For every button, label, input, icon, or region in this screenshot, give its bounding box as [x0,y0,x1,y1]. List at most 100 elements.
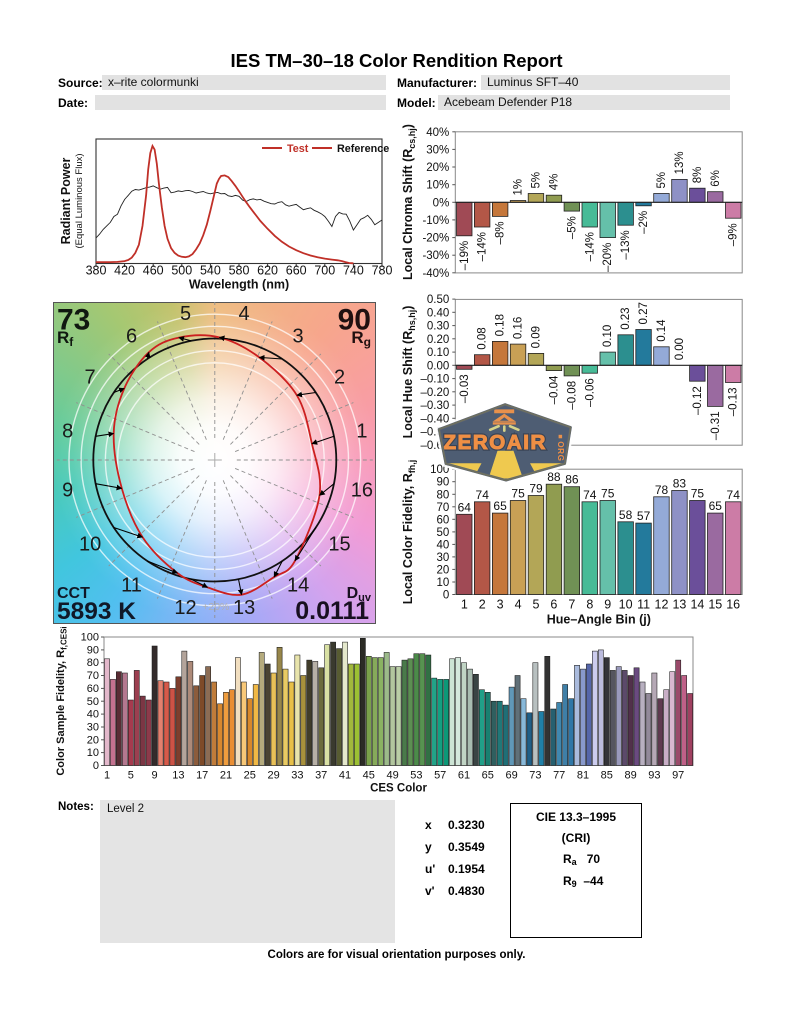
svg-text:0: 0 [93,760,99,772]
svg-text:–0.04: –0.04 [548,375,560,404]
svg-text:0.00: 0.00 [674,338,686,360]
svg-text:13%: 13% [674,151,686,174]
svg-text:–0.40: –0.40 [421,413,450,425]
svg-text:50: 50 [437,527,450,539]
svg-text:10: 10 [619,598,633,612]
svg-text:30: 30 [437,552,450,564]
svg-text:8: 8 [62,421,73,443]
svg-text:0.0111: 0.0111 [295,597,369,625]
svg-text:13: 13 [233,597,255,619]
svg-text:58: 58 [619,508,633,522]
svg-text:660: 660 [286,264,307,278]
svg-text:–0.31: –0.31 [710,411,722,440]
svg-text:9: 9 [62,479,73,501]
svg-text:–0.13: –0.13 [728,388,740,417]
svg-text:30%: 30% [426,144,449,156]
svg-text:0: 0 [443,590,449,602]
svg-text:15: 15 [328,533,350,555]
svg-text:–0.20: –0.20 [421,387,450,399]
svg-text:50: 50 [87,696,99,708]
svg-text:49: 49 [386,770,398,782]
svg-text:69: 69 [505,770,517,782]
svg-text:37: 37 [315,770,327,782]
svg-text:0.10: 0.10 [602,325,614,347]
svg-text:0.10: 0.10 [427,347,449,359]
svg-text:9: 9 [152,770,158,782]
svg-text:0.23: 0.23 [620,307,632,329]
svg-text:0.16: 0.16 [513,317,525,339]
svg-text:16: 16 [351,479,373,501]
svg-text:16: 16 [726,598,740,612]
svg-text:ORG: ORG [556,441,565,461]
svg-text:Local Chroma Shift (Rcs,hj): Local Chroma Shift (Rcs,hj) [401,124,417,280]
svg-text:85: 85 [601,770,613,782]
svg-text:620: 620 [257,264,278,278]
svg-text:10: 10 [87,747,99,759]
svg-text:0.30: 0.30 [427,321,449,333]
svg-text:65: 65 [709,499,723,513]
svg-text:12: 12 [174,597,196,619]
svg-text:CES Color: CES Color [370,783,427,795]
svg-text:65: 65 [482,770,494,782]
svg-text:20: 20 [437,564,450,576]
svg-text:21: 21 [220,770,232,782]
svg-text:1: 1 [104,770,110,782]
svg-text:74: 74 [583,488,597,502]
svg-text:80: 80 [87,657,99,669]
svg-text:70: 70 [87,670,99,682]
svg-text:0.27: 0.27 [638,302,650,324]
svg-text:15: 15 [708,598,722,612]
svg-text:53: 53 [410,770,422,782]
svg-text:5%: 5% [531,172,543,189]
svg-text:–0.08: –0.08 [566,381,578,410]
svg-text:33: 33 [291,770,303,782]
svg-text:90: 90 [87,644,99,656]
svg-text:17: 17 [196,770,208,782]
svg-text:Reference: Reference [337,143,389,155]
svg-text:61: 61 [458,770,470,782]
svg-text:7: 7 [85,367,96,389]
svg-text:4: 4 [239,303,250,325]
svg-text:700: 700 [314,264,335,278]
svg-text:81: 81 [577,770,589,782]
svg-text:420: 420 [114,264,135,278]
svg-text:75: 75 [601,487,615,501]
svg-text:75: 75 [511,487,525,501]
svg-text:–14%: –14% [477,232,489,261]
svg-text:–0.12: –0.12 [692,386,704,415]
svg-text:1: 1 [461,598,468,612]
svg-text:40: 40 [437,539,450,551]
svg-text:40: 40 [87,709,99,721]
svg-text:0.50: 0.50 [427,294,449,306]
svg-text:97: 97 [672,770,684,782]
svg-text:10: 10 [437,577,450,589]
svg-text:–13%: –13% [620,230,632,259]
svg-text:60: 60 [437,514,450,526]
svg-text:-30%: -30% [422,250,449,262]
svg-text:74: 74 [727,488,741,502]
svg-text:14: 14 [690,598,704,612]
svg-text:40%: 40% [426,127,449,139]
svg-text:0.09: 0.09 [531,326,543,348]
svg-text:10%: 10% [426,180,449,192]
svg-text:90: 90 [437,477,450,489]
svg-text:41: 41 [339,770,351,782]
svg-text:Local Color Fidelity, Rfh,j: Local Color Fidelity, Rfh,j [401,460,417,605]
svg-text:5: 5 [533,598,540,612]
svg-text:20%: 20% [426,162,449,174]
svg-text:89: 89 [624,770,636,782]
svg-text:–9%: –9% [728,223,740,246]
svg-text:Test: Test [287,143,309,155]
svg-text:3: 3 [497,598,504,612]
svg-text:0.20: 0.20 [427,334,449,346]
svg-text:8%: 8% [692,167,704,184]
svg-text:(Equal Luminous Flux): (Equal Luminous Flux) [74,153,85,248]
svg-text:64: 64 [458,500,472,514]
svg-text:CCT: CCT [57,585,90,602]
svg-text:–5%: –5% [566,216,578,239]
svg-text:0.00: 0.00 [427,360,449,372]
svg-text:4: 4 [515,598,522,612]
svg-text:ZEROAIR: ZEROAIR [444,431,547,454]
svg-text:780: 780 [372,264,393,278]
svg-text:4%: 4% [548,174,560,191]
